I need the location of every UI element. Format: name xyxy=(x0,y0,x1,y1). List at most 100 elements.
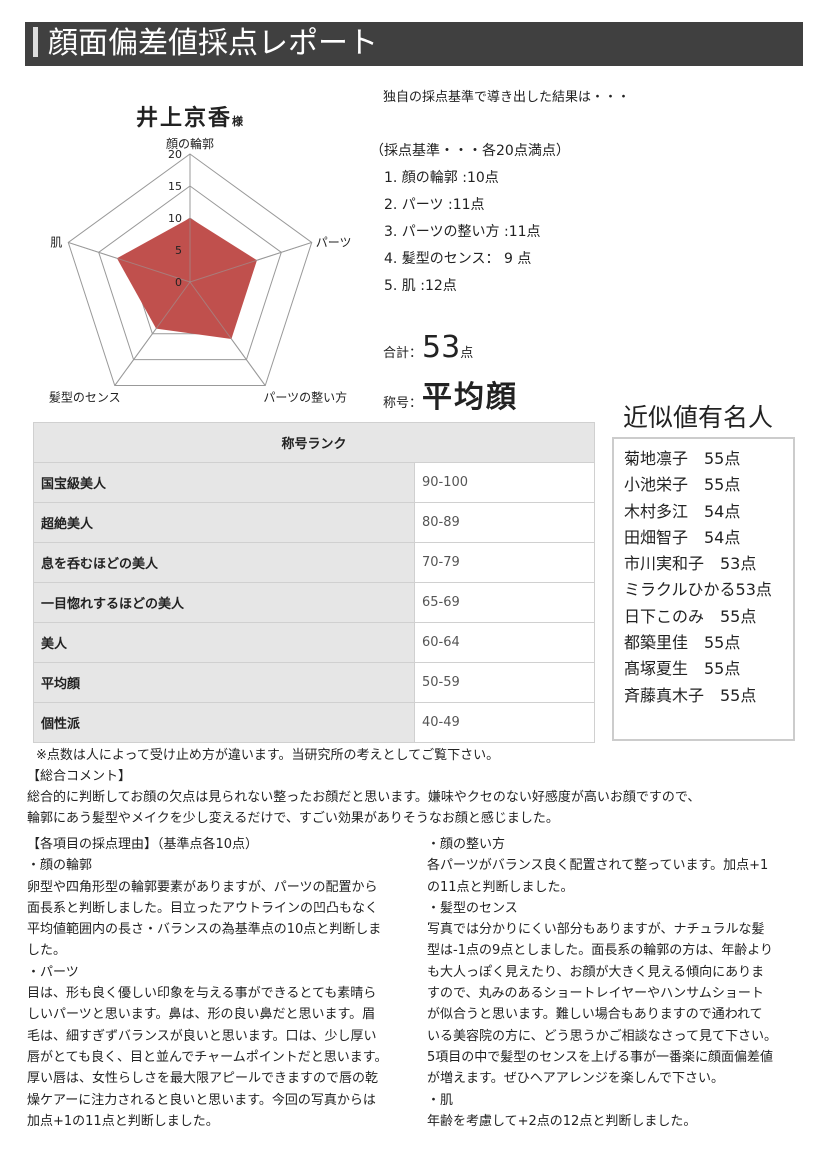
list-item: 田畑智子 54点 xyxy=(624,527,741,547)
list-item: 都築里佳 55点 xyxy=(624,633,741,653)
rank-range: 50-59 xyxy=(414,662,595,703)
reason-line: も大人っぽく見えたり、お顔が大きく見える傾向にありま xyxy=(427,964,765,980)
title-bar: 顔面偏差値採点レポート xyxy=(25,22,803,66)
list-item: 市川実和子 53点 xyxy=(624,554,757,574)
comment-heading: 【総合コメント】 xyxy=(27,769,132,784)
reason-line: ・肌 xyxy=(427,1092,454,1108)
reason-line: ・顔の整い方 xyxy=(427,837,506,852)
reason-line: 目は、形も良く優しい印象を与える事ができるとても素晴ら xyxy=(27,986,377,1002)
title-accent xyxy=(33,27,38,57)
page-title: 顔面偏差値採点レポート xyxy=(48,26,378,61)
list-item: 菊地凛子 55点 xyxy=(624,449,741,468)
criteria-item: 1. 顔の輪郭 :10点 xyxy=(384,170,499,186)
reason-line: しいパーツと思います。鼻は、形の良い鼻だと思います。眉 xyxy=(27,1007,376,1023)
grid-ring xyxy=(67,153,313,387)
reason-line: 厚い唇は、女性らしさを最大限アピールできますので唇の乾 xyxy=(27,1071,379,1087)
reason-line: ・髪型のセンス xyxy=(427,900,518,916)
table-row: 美人 60-64 xyxy=(33,622,595,663)
reason-line: が増えます。ぜひヘアアレンジを楽しんで下さい。 xyxy=(427,1071,725,1087)
reason-line: 毛は、細すぎずバランスが良いと思います。口は、少し厚い xyxy=(27,1028,377,1044)
reason-line: 5項目の中で髪型のセンスを上げる事が一番楽に顔面偏差値 xyxy=(427,1049,774,1065)
axis-label: パーツの整い方 xyxy=(263,390,347,405)
rank-range: 65-69 xyxy=(414,582,595,623)
tick-label: 0 xyxy=(175,276,182,289)
reason-line: 燥ケアーに注力されると良いと思います。今回の写真からは xyxy=(27,1092,376,1108)
reason-line: すので、丸みのあるショートレイヤーやハンサムショート xyxy=(427,986,764,1002)
total-value: 53 xyxy=(422,330,461,365)
tick-label: 15 xyxy=(168,180,182,193)
rank-range: 70-79 xyxy=(414,542,595,583)
grid-spoke-overlay xyxy=(114,281,191,386)
criteria-header: （採点基準・・・各20点満点） xyxy=(370,143,570,159)
rank-result: 称号：平均顔 xyxy=(383,372,518,416)
rank-title: 美人 xyxy=(33,622,415,663)
reason-line: した。 xyxy=(27,943,67,959)
reasons-left-column: 【各項目の採点理由】（基準点各10点） ・顔の輪郭卵型や四角形型の輪郭要素があり… xyxy=(27,834,412,1132)
name-text: 井上京香 xyxy=(136,106,233,131)
list-item: 木村多江 54点 xyxy=(624,501,741,521)
reason-line: 写真では分かりにくい部分もありますが、ナチュラルな髪 xyxy=(427,922,765,938)
total-label: 合計： xyxy=(383,346,423,361)
criteria-item: 3. パーツの整い方 :11点 xyxy=(384,224,541,240)
intro-text: 独自の採点基準で導き出した結果は・・・ xyxy=(383,90,631,105)
disclaimer-note: ※点数は人によって受け止め方が違います。当研究所の考えとしてご覧下さい。 xyxy=(36,748,500,763)
reason-line: ・顔の輪郭 xyxy=(27,858,93,874)
rank-title: 一目惚れするほどの美人 xyxy=(33,582,415,623)
grid-spoke-overlay xyxy=(189,281,266,386)
comment-line: 輪郭にあう髪型やメイクを少し変えるだけで、すごい効果がありそうなお顔と感じました… xyxy=(27,811,559,826)
table-row: 国宝級美人 90-100 xyxy=(33,462,595,503)
rank-title: 個性派 xyxy=(33,702,415,743)
criteria-list: （採点基準・・・各20点満点） 1. 顔の輪郭 :10点 2. パーツ :11点… xyxy=(370,138,570,300)
rank-table: 称号ランク 国宝級美人 90-100 超絶美人 80-89 息を呑むほどの美人 70-… xyxy=(33,422,595,743)
list-item: ミラクルひかる53点 xyxy=(624,580,772,600)
grid-spoke-overlay xyxy=(68,241,191,283)
famous-list: 菊地凛子 55点 小池栄子 55点 木村多江 54点 田畑智子 54点 市川実和… xyxy=(612,437,795,741)
reason-line: いる美容院の方に、どう思うかご相談なさって見て下さい。 xyxy=(427,1028,777,1044)
reason-line: 面長系と判断しました。目立ったアウトラインの凹凸もなく xyxy=(27,900,379,916)
reason-line: が似合うと思います。難しい場合もありますので通われて xyxy=(427,1007,763,1023)
reason-line: 平均値範囲内の長さ・バランスの為基準点の10点と判断しま xyxy=(27,922,382,938)
rank-range: 60-64 xyxy=(414,622,595,663)
reason-line: ・パーツ xyxy=(27,964,79,980)
total-unit: 点 xyxy=(460,346,474,361)
axis-label: 顔の輪郭 xyxy=(166,136,214,151)
overall-comment: 【総合コメント】 総合的に判断してお顔の欠点は見られない整ったお顔だと思います。… xyxy=(27,766,700,829)
rank-table-header: 称号ランク xyxy=(33,422,595,463)
list-item: 小池栄子 55点 xyxy=(624,475,741,495)
reason-line: 型は-1点の9点としました。面長系の輪郭の方は、年齢より xyxy=(427,943,773,959)
reason-line: 卵型や四角形型の輪郭要素がありますが、パーツの配置から xyxy=(27,879,378,895)
list-item: 斉藤真木子 55点 xyxy=(624,685,757,705)
reason-line: の11点と判断しました。 xyxy=(427,879,574,895)
honorific: 様 xyxy=(232,115,246,128)
famous-title: 近似値有名人 xyxy=(623,403,774,432)
rank-title: 超絶美人 xyxy=(33,502,415,543)
tick-label: 5 xyxy=(175,244,182,257)
table-row: 一目惚れするほどの美人 65-69 xyxy=(33,582,595,623)
table-row: 超絶美人 80-89 xyxy=(33,502,595,543)
tick-label: 20 xyxy=(168,148,182,161)
criteria-item: 5. 肌 :12点 xyxy=(384,278,457,294)
total-score: 合計：53点 xyxy=(383,330,473,365)
rank-range: 80-89 xyxy=(414,502,595,543)
reasons-heading: 【各項目の採点理由】（基準点各10点） xyxy=(27,837,259,852)
list-item: 日下このみ 55点 xyxy=(624,606,757,626)
rank-label: 称号： xyxy=(383,396,423,411)
axis-label: 肌 xyxy=(50,235,62,249)
reason-line: 唇がとても良く、目と並んでチャームポイントだと思います。 xyxy=(27,1049,388,1065)
criteria-item: 4. 髪型のセンス： 9 点 xyxy=(384,251,532,267)
axis-label: 髪型のセンス xyxy=(49,391,121,405)
list-item: 髙塚夏生 55点 xyxy=(624,659,741,679)
criteria-item: 2. パーツ :11点 xyxy=(384,197,485,213)
table-row: 息を呑むほどの美人 70-79 xyxy=(33,542,595,583)
reason-line: 各パーツがバランス良く配置されて整っています。加点+1 xyxy=(427,858,769,874)
axis-label: パーツ xyxy=(316,235,352,249)
rank-title: 国宝級美人 xyxy=(33,462,415,503)
grid-ring xyxy=(98,185,282,361)
data-polygon xyxy=(116,218,257,339)
tick-label: 10 xyxy=(168,212,182,225)
comment-line: 総合的に判断してお顔の欠点は見られない整ったお顔だと思います。嫌味やクセのない好… xyxy=(27,790,701,805)
person-name: 井上京香様 xyxy=(136,100,245,132)
rank-range: 90-100 xyxy=(414,462,595,503)
